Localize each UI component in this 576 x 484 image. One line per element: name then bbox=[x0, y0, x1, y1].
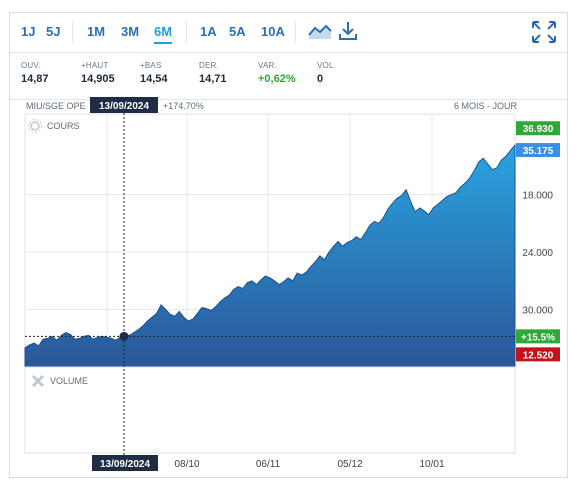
close-icon[interactable] bbox=[31, 374, 45, 388]
period-5j-button[interactable]: 5J bbox=[46, 24, 61, 39]
stat-label: VAR. bbox=[258, 61, 277, 70]
crosshair bbox=[25, 113, 515, 455]
crosshair-point bbox=[119, 331, 129, 341]
price-area-series bbox=[24, 143, 516, 368]
stat-value: 14,71 bbox=[199, 73, 227, 85]
period-6m-button[interactable]: 6M bbox=[154, 24, 173, 44]
stat-label: VOL. bbox=[317, 61, 337, 70]
cursor-change-tag-bg bbox=[516, 329, 560, 344]
low-price-tag: 12.520 bbox=[523, 350, 554, 361]
volume-panel bbox=[24, 366, 516, 454]
cursor-date-tag-top bbox=[90, 97, 158, 113]
stat-value: 0 bbox=[317, 73, 324, 85]
download-icon[interactable] bbox=[337, 19, 359, 48]
stat-value: 14,905 bbox=[81, 73, 115, 85]
x-tick-label: 10/01 bbox=[419, 459, 444, 470]
stat-open: OUV. 14,87 bbox=[21, 61, 49, 85]
stat-volume: VOL. 0 bbox=[317, 61, 336, 85]
cursor-date-bottom: 13/09/2024 bbox=[100, 459, 150, 470]
volume-panel-label: VOLUME bbox=[50, 376, 88, 386]
cursor-change-tag: +15.5% bbox=[521, 332, 555, 343]
stat-value: 14,54 bbox=[140, 73, 168, 85]
period-1m-button[interactable]: 1M bbox=[87, 24, 106, 39]
chart-period: 6 MOIS - JOUR bbox=[454, 101, 518, 111]
period-1a-button[interactable]: 1A bbox=[200, 24, 217, 39]
divider bbox=[295, 21, 296, 43]
stat-change: VAR. +0,62% bbox=[258, 61, 296, 85]
stat-last: DER. 14,71 bbox=[199, 61, 227, 85]
period-3m-button[interactable]: 3M bbox=[121, 24, 140, 39]
y-tick-label: 18.000 bbox=[522, 191, 553, 202]
divider bbox=[72, 21, 73, 43]
line-chart-icon[interactable] bbox=[307, 19, 333, 48]
x-axis: 08/10 06/11 05/12 10/01 bbox=[174, 459, 444, 470]
x-tick-label: 05/12 bbox=[337, 459, 362, 470]
quote-stats: OUV. 14,87 +HAUT 14,905 +BAS 14,54 DER. … bbox=[10, 54, 567, 100]
stat-label: OUV. bbox=[21, 61, 41, 70]
chart-widget: 1J 5J 1M 3M 6M 1A 5A 10A bbox=[9, 12, 568, 478]
price-tags: 36.930 35.175 +15.5% 12.520 bbox=[516, 121, 560, 362]
stat-label: DER. bbox=[199, 61, 219, 70]
y-tick-label: 30.000 bbox=[522, 306, 553, 317]
y-tick-label: 24.000 bbox=[522, 248, 553, 259]
last-price-tag: 35.175 bbox=[523, 146, 554, 157]
chart-symbol: MIU/SGE OPE bbox=[26, 101, 86, 111]
divider bbox=[186, 21, 187, 43]
x-tick-label: 06/11 bbox=[256, 459, 281, 470]
stat-value: +0,62% bbox=[258, 73, 296, 85]
stat-value: 14,87 bbox=[21, 73, 49, 85]
stat-high: +HAUT 14,905 bbox=[81, 61, 115, 85]
stat-low: +BAS 14,54 bbox=[140, 61, 168, 85]
low-price-tag-bg bbox=[516, 347, 560, 362]
chart-change: +174.70% bbox=[163, 101, 204, 111]
stat-label: +HAUT bbox=[81, 61, 109, 70]
cursor-date-tag-bottom bbox=[92, 455, 158, 471]
cursor-date-top: 13/09/2024 bbox=[99, 101, 149, 112]
price-panel-label: COURS bbox=[47, 121, 80, 131]
period-5a-button[interactable]: 5A bbox=[229, 24, 246, 39]
last-price-tag-bg bbox=[516, 143, 560, 158]
high-price-tag: 36.930 bbox=[523, 124, 554, 135]
period-toolbar: 1J 5J 1M 3M 6M 1A 5A 10A bbox=[10, 13, 567, 53]
x-tick-label: 08/10 bbox=[174, 459, 199, 470]
stat-label: +BAS bbox=[140, 61, 162, 70]
fullscreen-icon[interactable] bbox=[530, 19, 558, 50]
period-10a-button[interactable]: 10A bbox=[261, 24, 285, 39]
period-1j-button[interactable]: 1J bbox=[21, 24, 36, 39]
settings-icon[interactable] bbox=[28, 119, 42, 133]
y-axis: 30.000 24.000 18.000 bbox=[522, 191, 553, 317]
high-price-tag-bg bbox=[516, 121, 560, 136]
